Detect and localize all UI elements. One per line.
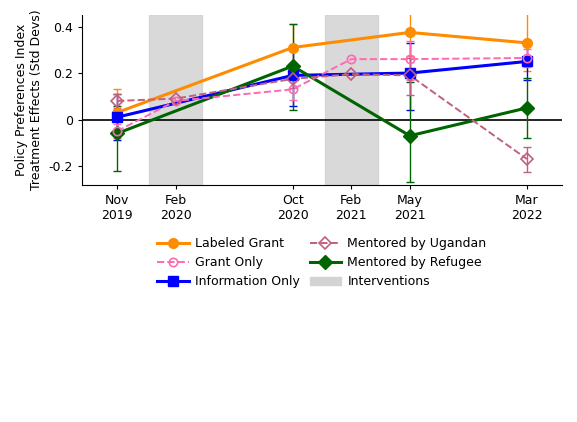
Y-axis label: Policy Preferences Index
Treatment Effects (Std Devs): Policy Preferences Index Treatment Effec… (15, 9, 43, 190)
Bar (149, 15, 202, 184)
Bar (325, 15, 377, 184)
Legend: Labeled Grant, Grant Only, Information Only, Mentored by Ugandan, Mentored by Re: Labeled Grant, Grant Only, Information O… (153, 233, 490, 292)
